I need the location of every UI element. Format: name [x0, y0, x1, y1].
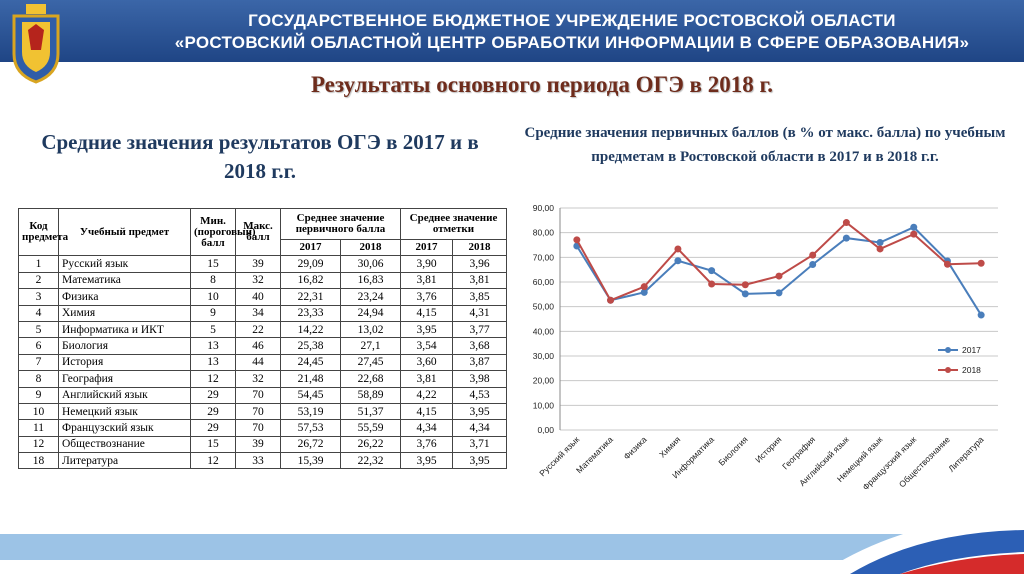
legend-marker [945, 347, 951, 353]
flag-blue [850, 530, 1024, 574]
y-tick-label: 70,00 [533, 252, 555, 262]
table-row: 9 Английский язык 29 70 54,45 58,89 4,22 4,53 [18, 386, 508, 404]
header-cell: Мин. (пороговый) балл [190, 207, 256, 257]
data-point [876, 239, 884, 247]
table-row: 6 Биология 13 46 25,38 27,1 3,54 3,68 [18, 337, 508, 355]
table-cell: 54,45 [280, 386, 341, 404]
logo [12, 4, 60, 84]
data-point [775, 272, 783, 280]
data-point [708, 280, 716, 288]
results-table: Код предмета Учебный предмет Мин. (порогов… [18, 207, 508, 470]
table-cell: 4,31 [451, 304, 508, 322]
legend-label: 2018 [962, 365, 981, 375]
header-line: ГОСУДАРСТВЕННОЕ БЮДЖЕТНОЕ УЧРЕЖДЕНИЕ РОС… [248, 11, 896, 30]
data-point [775, 289, 783, 297]
data-point [977, 311, 985, 319]
data-point [741, 290, 749, 298]
y-tick-label: 80,00 [533, 228, 555, 238]
table-cell: 33 [235, 452, 281, 470]
y-tick-label: 60,00 [533, 277, 555, 287]
header-cell: 2018 [451, 238, 508, 257]
table-cell: 18 [18, 452, 59, 470]
header-band [0, 0, 1024, 62]
y-tick-label: 20,00 [533, 376, 555, 386]
x-tick-label: Литература [946, 434, 986, 474]
table-cell: География [58, 370, 191, 388]
table-cell: 30,06 [340, 255, 401, 273]
table-row: 18 Литература 12 33 15,39 22,32 3,95 3,95 [18, 452, 508, 470]
legend-marker [945, 367, 951, 373]
header-line: «РОСТОВСКИЙ ОБЛАСТНОЙ ЦЕНТР ОБРАБОТКИ ИН… [174, 33, 970, 52]
x-tick-label: Биология [716, 434, 750, 468]
slide-title: Результаты основного периода ОГЭ в 2018 … [310, 72, 774, 97]
table-cell: 3,95 [451, 402, 508, 421]
table-cell: Физика [58, 288, 191, 306]
data-point [910, 223, 918, 231]
table-cell: 24,94 [340, 304, 401, 322]
data-point [943, 260, 951, 268]
table-cell: 3,95 [400, 452, 453, 470]
data-point [674, 245, 682, 253]
table-cell: 4,34 [400, 419, 453, 437]
data-point [977, 259, 985, 267]
table-cell: 4,15 [400, 304, 453, 322]
data-point [674, 257, 682, 265]
table-cell: 3,95 [400, 320, 453, 339]
header-cell: Среднее значение отметки [399, 208, 508, 240]
flag-red [900, 554, 1024, 574]
header-cell: Код предмета [18, 207, 68, 257]
table-cell: 15,39 [280, 452, 341, 470]
table-row: 10 Немецкий язык 29 70 53,19 51,37 4,15 3,95 [18, 402, 508, 421]
table-cell: 24,45 [280, 353, 341, 372]
table-cell: 27,45 [340, 353, 401, 372]
table-cell: 16,83 [340, 271, 401, 290]
table-cell: Английский язык [58, 386, 191, 404]
data-point [842, 219, 850, 227]
table-title: Средние значения результатов ОГЭ в 2017 … [41, 130, 479, 183]
data-point [708, 267, 716, 275]
data-point [910, 230, 918, 238]
data-point [809, 260, 817, 268]
table-row: 7 История 13 44 24,45 27,45 3,60 3,87 [18, 353, 508, 372]
table-cell: 4,34 [451, 419, 508, 437]
x-tick-label: Русский язык [537, 434, 581, 478]
table-cell: Французский язык [58, 419, 191, 437]
data-point [741, 281, 749, 289]
table-row: 2 Математика 8 32 16,82 16,83 3,81 3,81 [18, 271, 508, 290]
table-row: 3 Физика 10 40 22,31 23,24 3,76 3,85 [18, 288, 508, 306]
x-tick-label: История [753, 434, 784, 465]
header-row: 2017 2018 2017 2018 [19, 238, 508, 257]
y-tick-label: 0,00 [537, 425, 554, 435]
header-row: Код предмета Учебный предмет Мин. (порогов… [18, 207, 508, 257]
data-point [640, 288, 648, 296]
data-point [573, 236, 581, 244]
legend-label: 2017 [962, 345, 981, 355]
table-cell: 3,95 [451, 452, 508, 470]
y-tick-label: 10,00 [533, 400, 555, 410]
table-row: 5 Информатика и ИКТ 5 22 14,22 13,02 3,95 3,77 [18, 320, 508, 339]
chart-title: Средние значения первичных баллов (в % о… [524, 125, 1006, 165]
table-cell: 26,72 [280, 435, 341, 454]
x-tick-label: Химия [657, 434, 682, 459]
data-point [607, 296, 615, 304]
x-tick-label: Физика [621, 434, 648, 461]
y-tick-label: 30,00 [533, 351, 555, 361]
y-tick-label: 40,00 [533, 326, 555, 336]
table-cell: 3,81 [451, 271, 508, 290]
data-point [640, 283, 648, 291]
table-cell: 23,24 [340, 288, 401, 306]
data-point [809, 251, 817, 259]
data-point [842, 234, 850, 242]
table-row: 4 Химия 9 34 23,33 24,94 4,15 4,31 [18, 304, 508, 322]
table-cell: 3,90 [400, 255, 453, 273]
table-cell: 4,53 [451, 386, 508, 404]
y-tick-label: 50,00 [533, 302, 555, 312]
y-tick-label: 90,00 [533, 203, 555, 213]
data-point [876, 245, 884, 253]
